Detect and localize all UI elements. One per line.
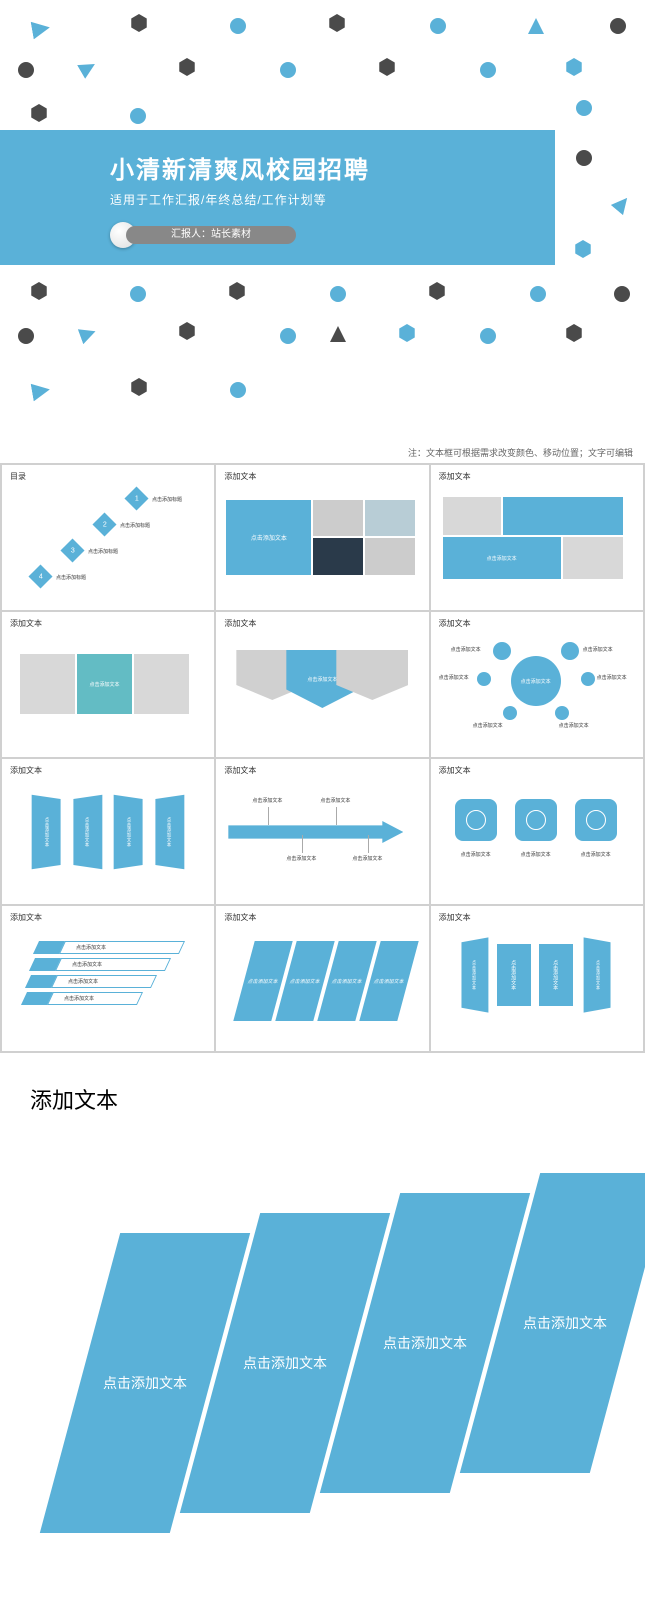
decor-shape — [574, 240, 592, 258]
cover-title: 小清新清爽风校园招聘 — [110, 150, 555, 185]
thumb-title: 目录 — [10, 471, 26, 482]
decor-shape — [77, 57, 99, 79]
decor-shape — [530, 286, 546, 302]
big-title: 添加文本 — [30, 1083, 645, 1115]
text-box: 点击添加文本 — [226, 500, 311, 575]
decor-shape — [430, 18, 446, 34]
thumb-title: 添加文本 — [10, 912, 42, 923]
cover-title-box: 小清新清爽风校园招聘 适用于工作汇报/年终总结/工作计划等 汇报人：站长素材 — [0, 130, 555, 265]
decor-shape — [280, 62, 296, 78]
thumb-title: 添加文本 — [224, 912, 256, 923]
thumb-title: 添加文本 — [224, 765, 256, 776]
placeholder-image — [365, 500, 415, 536]
decor-shape — [428, 282, 446, 300]
decor-shape — [31, 381, 52, 402]
big-slide: 添加文本 点击添加文本 点击添加文本 点击添加文本 点击添加文本 — [0, 1053, 645, 1573]
thumb-title: 添加文本 — [10, 618, 42, 629]
decor-shape — [130, 286, 146, 302]
placeholder-image — [313, 538, 363, 575]
decor-shape — [614, 286, 630, 302]
decor-shape — [18, 328, 34, 344]
thumb-12[interactable]: 添加文本 点击添加文本 点击添加文本 点击添加文本 点击添加文本 — [431, 906, 643, 1051]
thumb-title: 添加文本 — [439, 618, 471, 629]
decor-shape — [230, 382, 246, 398]
decor-shape — [280, 328, 296, 344]
thumb-title: 添加文本 — [439, 765, 471, 776]
placeholder-image — [365, 538, 415, 575]
arrow-icon — [228, 821, 403, 843]
presenter-pill: 汇报人：站长素材 — [110, 222, 555, 248]
decor-shape — [30, 104, 48, 122]
decor-shape — [576, 150, 592, 166]
decor-shape — [330, 326, 346, 342]
decor-shape — [480, 62, 496, 78]
decor-shape — [565, 324, 583, 342]
decor-shape — [130, 108, 146, 124]
thumb-7[interactable]: 添加文本 点击添加文本 点击添加文本 点击添加文本 点击添加文本 — [2, 759, 214, 904]
thumb-11[interactable]: 添加文本 点击添加文本 点击添加文本 点击添加文本 点击添加文本 — [216, 906, 428, 1051]
icon-tile — [515, 799, 557, 841]
thumbnail-grid: 目录 1 点击添加标题 2 点击添加标题 3 点击添加标题 4 点击添加标题 添… — [0, 463, 645, 1053]
thumb-10[interactable]: 添加文本 点击添加文本 点击添加文本 点击添加文本 点击添加文本 — [2, 906, 214, 1051]
thumb-6[interactable]: 添加文本 点击添加文本 点击添加文本 点击添加文本 点击添加文本 点击添加文本 … — [431, 612, 643, 757]
thumb-title: 添加文本 — [10, 765, 42, 776]
decor-shape — [328, 14, 346, 32]
thumb-title: 添加文本 — [439, 471, 471, 482]
decor-shape — [565, 58, 583, 76]
decor-shape — [611, 193, 634, 216]
decor-shape — [480, 328, 496, 344]
decor-shape — [178, 58, 196, 76]
decor-shape — [228, 282, 246, 300]
thumb-3[interactable]: 添加文本 点击添加文本 — [431, 465, 643, 610]
icon-tile — [455, 799, 497, 841]
thumb-5[interactable]: 添加文本 点击添加文本 — [216, 612, 428, 757]
thumb-title: 添加文本 — [224, 618, 256, 629]
cover-subtitle: 适用于工作汇报/年终总结/工作计划等 — [110, 191, 555, 208]
decor-shape — [130, 378, 148, 396]
decor-shape — [398, 324, 416, 342]
decor-shape — [610, 18, 626, 34]
decor-shape — [330, 286, 346, 302]
thumb-2[interactable]: 添加文本 点击添加文本 — [216, 465, 428, 610]
thumb-4[interactable]: 添加文本 点击添加文本 — [2, 612, 214, 757]
decor-shape — [30, 282, 48, 300]
decor-shape — [18, 62, 34, 78]
decor-shape — [130, 14, 148, 32]
decor-shape — [78, 324, 99, 345]
footer-note: 注：文本框可根据需求改变颜色、移动位置；文字可编辑 — [0, 440, 645, 463]
decor-shape — [378, 58, 396, 76]
decor-shape — [576, 100, 592, 116]
thumb-toc[interactable]: 目录 1 点击添加标题 2 点击添加标题 3 点击添加标题 4 点击添加标题 — [2, 465, 214, 610]
cover-slide: 小清新清爽风校园招聘 适用于工作汇报/年终总结/工作计划等 汇报人：站长素材 — [0, 0, 645, 440]
presenter-label: 汇报人：站长素材 — [126, 226, 296, 244]
thumb-9[interactable]: 添加文本 点击添加文本 点击添加文本 点击添加文本 — [431, 759, 643, 904]
decor-shape — [528, 18, 544, 34]
decor-shape — [178, 322, 196, 340]
icon-tile — [575, 799, 617, 841]
thumb-title: 添加文本 — [439, 912, 471, 923]
decor-shape — [31, 19, 52, 40]
placeholder-image — [313, 500, 363, 536]
decor-shape — [230, 18, 246, 34]
thumb-8[interactable]: 添加文本 点击添加文本 点击添加文本 点击添加文本 点击添加文本 — [216, 759, 428, 904]
thumb-title: 添加文本 — [224, 471, 256, 482]
